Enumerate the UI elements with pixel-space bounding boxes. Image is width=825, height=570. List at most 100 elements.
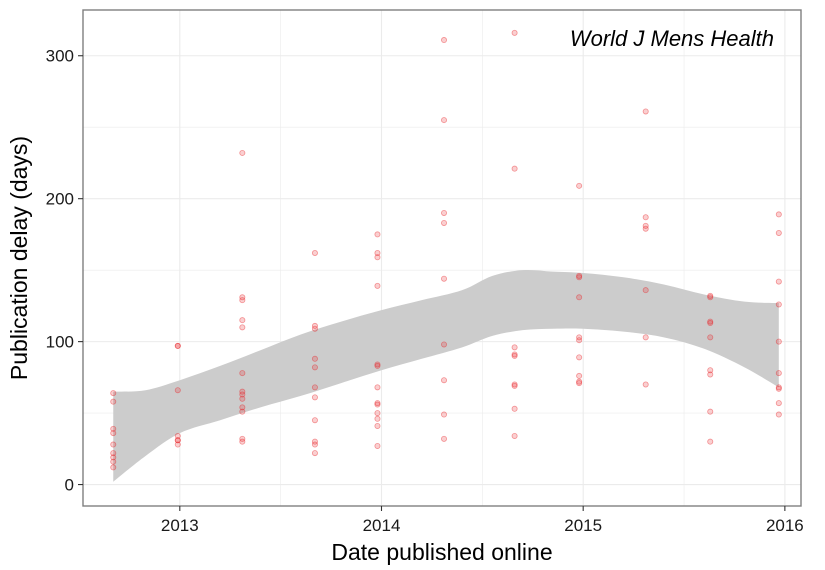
data-point (374, 282, 381, 289)
data-point (311, 417, 318, 424)
data-point (374, 415, 381, 422)
data-point (642, 214, 649, 221)
data-point (775, 229, 782, 236)
data-point (110, 425, 117, 432)
data-point (239, 297, 246, 304)
data-point (374, 400, 381, 407)
data-point (707, 371, 714, 378)
data-point (374, 401, 381, 408)
data-point (441, 435, 448, 442)
data-point (707, 438, 714, 445)
data-point (110, 454, 117, 461)
data-point (174, 437, 181, 444)
data-point (441, 341, 448, 348)
data-point (441, 411, 448, 418)
data-point (642, 381, 649, 388)
data-point (374, 254, 381, 261)
y-tick-label: 100 (46, 333, 74, 352)
data-point (642, 222, 649, 229)
data-point (311, 438, 318, 445)
data-point (311, 325, 318, 332)
x-axis-title: Date published online (331, 539, 552, 565)
data-point (775, 211, 782, 218)
data-point (311, 441, 318, 448)
data-point (311, 450, 318, 457)
smooth-confidence-band (113, 269, 779, 482)
data-point (707, 294, 714, 301)
data-point (576, 334, 583, 341)
data-point (110, 441, 117, 448)
data-point (311, 355, 318, 362)
data-point (511, 382, 518, 389)
data-point (374, 410, 381, 417)
data-point (576, 274, 583, 281)
data-point (775, 338, 782, 345)
data-point (441, 209, 448, 216)
data-point (576, 337, 583, 344)
chart-annotation: World J Mens Health (570, 26, 774, 51)
data-point (441, 37, 448, 44)
data-point (110, 450, 117, 457)
data-point (374, 361, 381, 368)
data-point (707, 318, 714, 325)
data-point (511, 344, 518, 351)
data-point (775, 385, 782, 392)
data-point (642, 287, 649, 294)
data-point (775, 400, 782, 407)
data-point (110, 430, 117, 437)
data-point (374, 442, 381, 449)
data-point (642, 108, 649, 115)
data-point (511, 381, 518, 388)
data-point (239, 408, 246, 415)
data-point (239, 395, 246, 402)
smooth-confidence-band-group (113, 269, 779, 482)
x-tick-label: 2013 (161, 516, 199, 535)
data-point (174, 437, 181, 444)
y-tick-label: 200 (46, 190, 74, 209)
data-point (511, 29, 518, 36)
panel-border (82, 9, 802, 507)
data-point (374, 362, 381, 369)
data-point (775, 301, 782, 308)
data-point (311, 249, 318, 256)
data-point (311, 322, 318, 329)
data-point (441, 377, 448, 384)
data-point (707, 320, 714, 327)
data-point (374, 249, 381, 256)
x-tick-label: 2015 (564, 516, 602, 535)
data-point (576, 294, 583, 301)
data-point (374, 231, 381, 238)
data-point (174, 342, 181, 349)
data-point (775, 384, 782, 391)
y-tick-label: 300 (46, 47, 74, 66)
data-point (511, 405, 518, 412)
data-point (239, 388, 246, 395)
data-point (374, 384, 381, 391)
data-point (576, 378, 583, 385)
data-point (239, 294, 246, 301)
data-point (239, 404, 246, 411)
data-point (576, 354, 583, 361)
data-points (110, 29, 782, 471)
data-point (110, 398, 117, 405)
data-point (441, 117, 448, 124)
y-axis-title: Publication delay (days) (6, 136, 32, 380)
axes: 2013 2014 2015 2016 0 100 200 300 (46, 47, 804, 535)
data-point (110, 458, 117, 465)
data-point (707, 334, 714, 341)
data-point (642, 225, 649, 232)
data-point (239, 438, 246, 445)
data-point (707, 408, 714, 415)
data-point (174, 432, 181, 439)
data-point (642, 334, 649, 341)
data-point (511, 351, 518, 358)
data-point (775, 411, 782, 418)
data-point (239, 435, 246, 442)
data-point (441, 275, 448, 282)
data-point (511, 432, 518, 439)
data-point (174, 441, 181, 448)
data-point (707, 367, 714, 374)
data-point (239, 317, 246, 324)
x-tick-label: 2014 (363, 516, 401, 535)
